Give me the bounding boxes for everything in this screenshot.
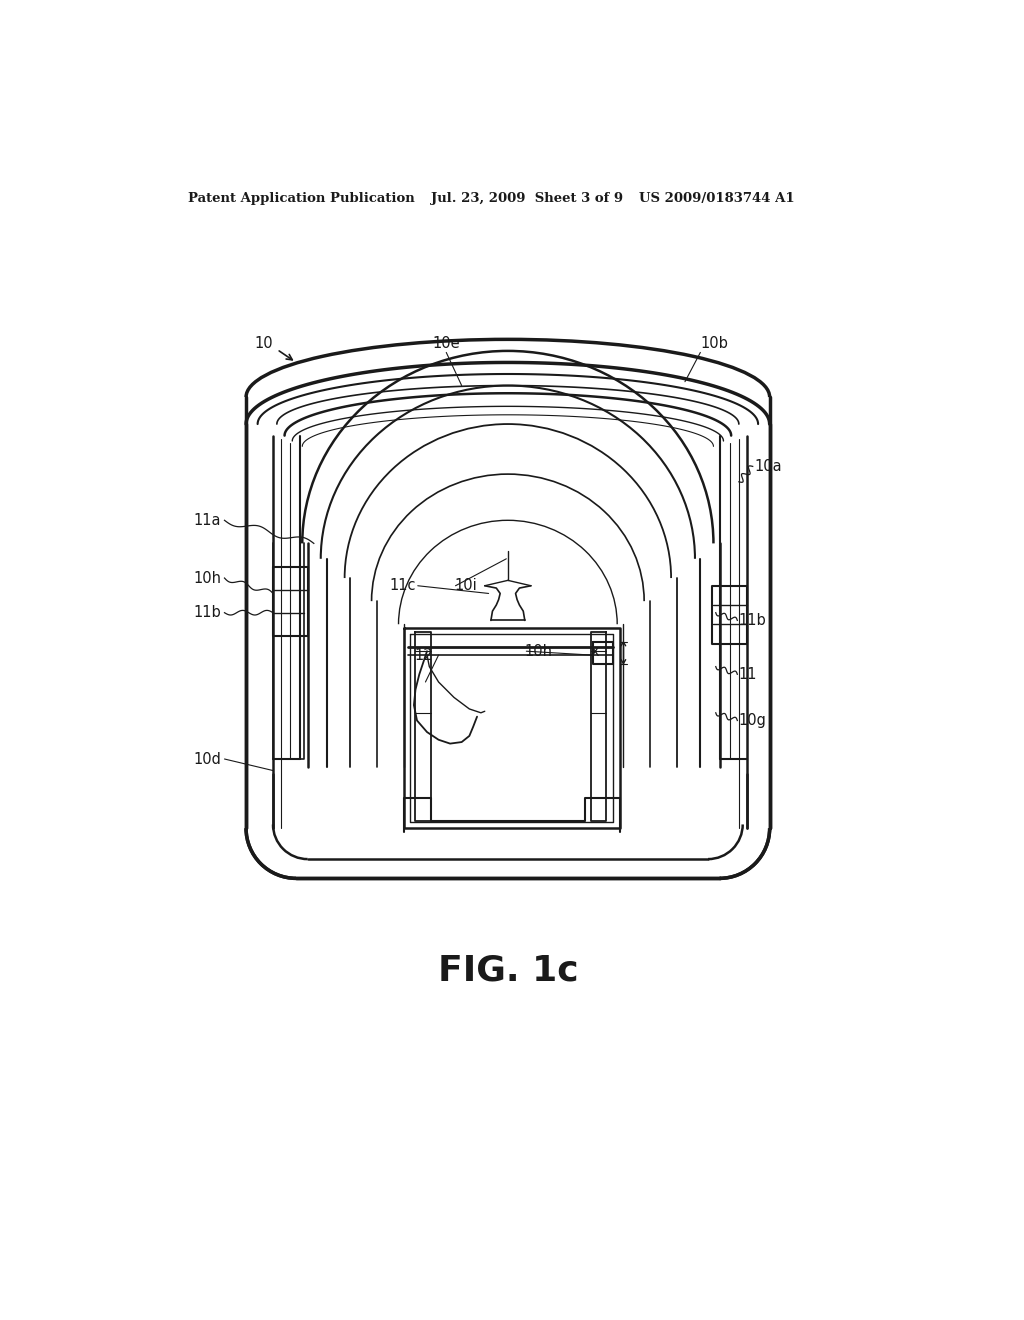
Text: 10h: 10h <box>194 570 221 586</box>
Text: Jul. 23, 2009  Sheet 3 of 9: Jul. 23, 2009 Sheet 3 of 9 <box>431 191 623 205</box>
Text: FIG. 1c: FIG. 1c <box>437 954 579 987</box>
Text: 10d: 10d <box>194 751 221 767</box>
Text: 10i: 10i <box>454 578 477 593</box>
Text: 11c: 11c <box>389 578 416 593</box>
Text: 10g: 10g <box>739 713 767 729</box>
Text: x: x <box>591 644 600 659</box>
Text: US 2009/0183744 A1: US 2009/0183744 A1 <box>639 191 795 205</box>
Text: 10e: 10e <box>432 335 460 351</box>
Text: Patent Application Publication: Patent Application Publication <box>188 191 415 205</box>
Text: 11b: 11b <box>739 612 767 628</box>
Text: 11b: 11b <box>194 605 221 620</box>
Text: 11: 11 <box>739 667 758 682</box>
Text: 11a: 11a <box>194 512 221 528</box>
Text: 10: 10 <box>254 335 273 351</box>
Text: 12: 12 <box>415 648 433 663</box>
Text: 10a: 10a <box>755 459 782 474</box>
Text: 10h: 10h <box>524 644 553 659</box>
Text: 10b: 10b <box>700 335 728 351</box>
